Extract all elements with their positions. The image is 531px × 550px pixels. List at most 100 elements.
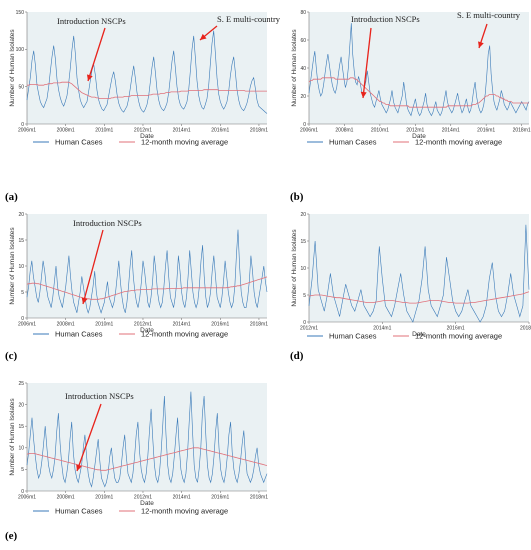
panel-label-e: (e)	[5, 530, 18, 542]
x-tick-label: 2014m1	[173, 322, 191, 328]
y-tick-label: 100	[16, 47, 25, 53]
legend-label-human: Human Cases	[329, 138, 377, 147]
chart-c: 0 5 10 15 20 2006m1 2008m1 2010m1 2012m1 2014m1 20…	[9, 212, 268, 339]
x-tick-label: 2006m1	[18, 495, 36, 501]
annotation-text: Introduction NSCPs	[57, 16, 126, 26]
panel-label-c: (c)	[5, 350, 18, 362]
red-arrow-icon	[76, 403, 102, 472]
y-tick-label: 5	[21, 467, 24, 473]
plot-area	[309, 12, 529, 124]
y-tick-label: 20	[18, 212, 24, 218]
x-tick-label: 2014m1	[173, 128, 191, 134]
moving-average-line	[308, 291, 530, 304]
arrow-head-icon	[360, 91, 367, 98]
x-tick-label: 2012m1	[406, 128, 424, 134]
panel-label-a: (a)	[5, 191, 18, 203]
human-cases-line	[308, 23, 530, 117]
annotation-text: S. E multi-country	[217, 14, 281, 24]
x-axis-label: Date	[412, 133, 426, 140]
arrow-head-icon	[81, 297, 88, 304]
y-axis-label: Number of Human Isolates	[9, 398, 16, 476]
x-tick-label: 2008m1	[57, 322, 75, 328]
moving-average-line	[26, 276, 268, 300]
moving-average-line	[26, 447, 268, 471]
x-tick-label: 2006m1	[18, 128, 36, 134]
x-tick-label: 2014m1	[373, 326, 391, 332]
red-arrow-icon	[87, 27, 106, 82]
plot-area	[27, 12, 267, 124]
annotation-text: S. E multi-country	[457, 10, 521, 20]
arrow-head-icon	[76, 464, 82, 471]
y-tick-label: 0	[21, 316, 24, 322]
y-tick-label: 0	[21, 489, 24, 495]
human-cases-line	[26, 391, 268, 488]
panel-a: 0 50 100 150 2006m1 2008m1 2010m1 2012m1 2014m1 2…	[5, 6, 281, 156]
y-tick-label: 50	[18, 84, 24, 90]
x-tick-label: 2008m1	[57, 495, 75, 501]
y-tick-label: 10	[300, 266, 306, 272]
y-tick-label: 20	[300, 212, 306, 218]
panel-b: 0 20 40 60 80 2006m1 2008m1 2010m1 2012m1 2014m1 2…	[279, 6, 531, 156]
human-cases-line	[26, 229, 268, 314]
y-tick-label: 20	[300, 94, 306, 100]
legend-label-moving-average: 12-month moving average	[141, 138, 228, 147]
arrow-head-icon	[86, 74, 93, 81]
plot-area	[309, 214, 529, 322]
annotation-text: Introduction NSCPs	[65, 391, 134, 401]
y-tick-label: 15	[300, 239, 306, 245]
y-tick-label: 10	[18, 446, 24, 452]
x-tick-label: 2016m1	[211, 495, 229, 501]
x-tick-label: 2012m1	[300, 326, 318, 332]
y-axis-label: Number of Human Isolates	[9, 29, 16, 107]
x-tick-label: 2018m1	[520, 326, 531, 332]
y-tick-label: 40	[300, 66, 306, 72]
legend-label-human: Human Cases	[55, 138, 103, 147]
y-axis-label: Number of Human Isolates	[291, 29, 298, 107]
x-tick-label: 2012m1	[134, 322, 152, 328]
x-tick-label: 2010m1	[95, 495, 113, 501]
x-axis-label: Date	[140, 133, 154, 140]
human-cases-line	[308, 224, 530, 323]
y-tick-label: 0	[21, 122, 24, 128]
arrow-head-icon	[200, 33, 207, 40]
legend-label-moving-average: 12-month moving average	[415, 138, 502, 147]
x-tick-label: 2006m1	[300, 128, 318, 134]
y-tick-label: 5	[303, 293, 306, 299]
chart-e: 0 5 10 15 20 25 2006m1 2008m1 2010m1 2012m1 2014m1…	[9, 381, 268, 516]
x-tick-label: 2018m1	[250, 322, 268, 328]
legend-label-moving-average: 12-month moving average	[415, 332, 502, 341]
x-tick-label: 2010m1	[371, 128, 389, 134]
y-tick-label: 10	[18, 264, 24, 270]
x-tick-label: 2008m1	[335, 128, 353, 134]
x-tick-label: 2016m1	[447, 326, 465, 332]
red-arrow-icon	[82, 229, 104, 305]
legend-label-moving-average: 12-month moving average	[141, 507, 228, 516]
y-tick-label: 5	[21, 290, 24, 296]
legend-label-human: Human Cases	[329, 332, 377, 341]
y-tick-label: 15	[18, 238, 24, 244]
chart-d: 0 5 10 15 20 2012m1 2014m1 2016m1 2018m1 Date Numb…	[291, 212, 531, 341]
y-tick-label: 150	[16, 10, 25, 16]
y-tick-label: 15	[18, 424, 24, 430]
x-tick-label: 2016m1	[477, 128, 495, 134]
arrow-head-icon	[478, 41, 484, 48]
annotation-text: Introduction NSCPs	[351, 14, 420, 24]
y-tick-label: 60	[300, 38, 306, 44]
x-axis-label: Date	[140, 327, 154, 334]
x-tick-label: 2012m1	[134, 495, 152, 501]
chart-b: 0 20 40 60 80 2006m1 2008m1 2010m1 2012m1 2014m1 2…	[291, 10, 531, 147]
chart-a: 0 50 100 150 2006m1 2008m1 2010m1 2012m1 2014m1 2…	[9, 10, 281, 147]
y-tick-label: 0	[303, 320, 306, 326]
y-tick-label: 25	[18, 381, 24, 387]
legend-label-human: Human Cases	[55, 330, 103, 339]
x-axis-label: Date	[412, 331, 426, 338]
x-tick-label: 2018m1	[250, 495, 268, 501]
x-tick-label: 2016m1	[211, 322, 229, 328]
x-tick-label: 2018m1	[250, 128, 268, 134]
panel-d: 0 5 10 15 20 2012m1 2014m1 2016m1 2018m1 Date Numb…	[279, 208, 531, 348]
x-tick-label: 2016m1	[211, 128, 229, 134]
legend-label-moving-average: 12-month moving average	[141, 330, 228, 339]
human-cases-line	[26, 30, 268, 114]
moving-average-line	[308, 77, 529, 108]
moving-average-line	[27, 81, 267, 99]
